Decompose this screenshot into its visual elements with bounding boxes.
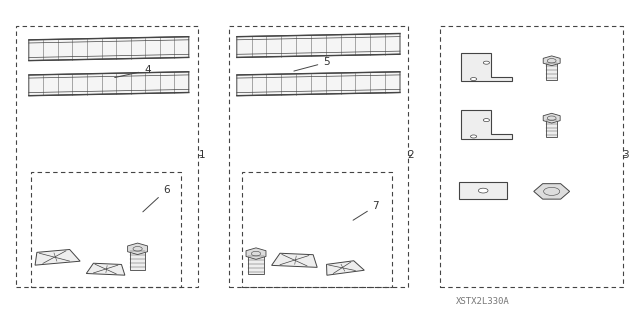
Text: 2: 2 (408, 150, 414, 160)
Polygon shape (543, 113, 560, 123)
Polygon shape (29, 37, 189, 61)
Text: 6: 6 (143, 185, 170, 212)
Text: 3: 3 (623, 150, 629, 160)
Polygon shape (127, 243, 148, 255)
Bar (16, 26, 198, 287)
Polygon shape (547, 61, 557, 80)
Text: XSTX2L330A: XSTX2L330A (456, 297, 510, 306)
Polygon shape (461, 110, 512, 139)
Polygon shape (534, 184, 570, 199)
Polygon shape (246, 248, 266, 259)
Bar (440, 26, 623, 287)
Text: 7: 7 (353, 201, 379, 220)
Text: 1: 1 (199, 150, 205, 160)
Polygon shape (460, 182, 507, 199)
Polygon shape (237, 33, 400, 57)
Polygon shape (547, 118, 557, 137)
Polygon shape (29, 72, 189, 96)
Polygon shape (543, 56, 560, 66)
Text: 5: 5 (294, 57, 330, 71)
Polygon shape (461, 53, 512, 81)
Polygon shape (86, 263, 125, 275)
Bar (31, 172, 181, 287)
Bar (242, 172, 392, 287)
Polygon shape (130, 249, 145, 270)
Polygon shape (326, 261, 364, 275)
Bar (229, 26, 408, 287)
Polygon shape (237, 72, 400, 96)
Circle shape (483, 119, 490, 122)
Circle shape (470, 135, 477, 138)
Circle shape (470, 78, 477, 81)
Polygon shape (248, 254, 264, 274)
Circle shape (483, 61, 490, 64)
Text: 4: 4 (115, 65, 150, 78)
Polygon shape (35, 249, 80, 265)
Polygon shape (271, 253, 317, 267)
Circle shape (479, 188, 488, 193)
